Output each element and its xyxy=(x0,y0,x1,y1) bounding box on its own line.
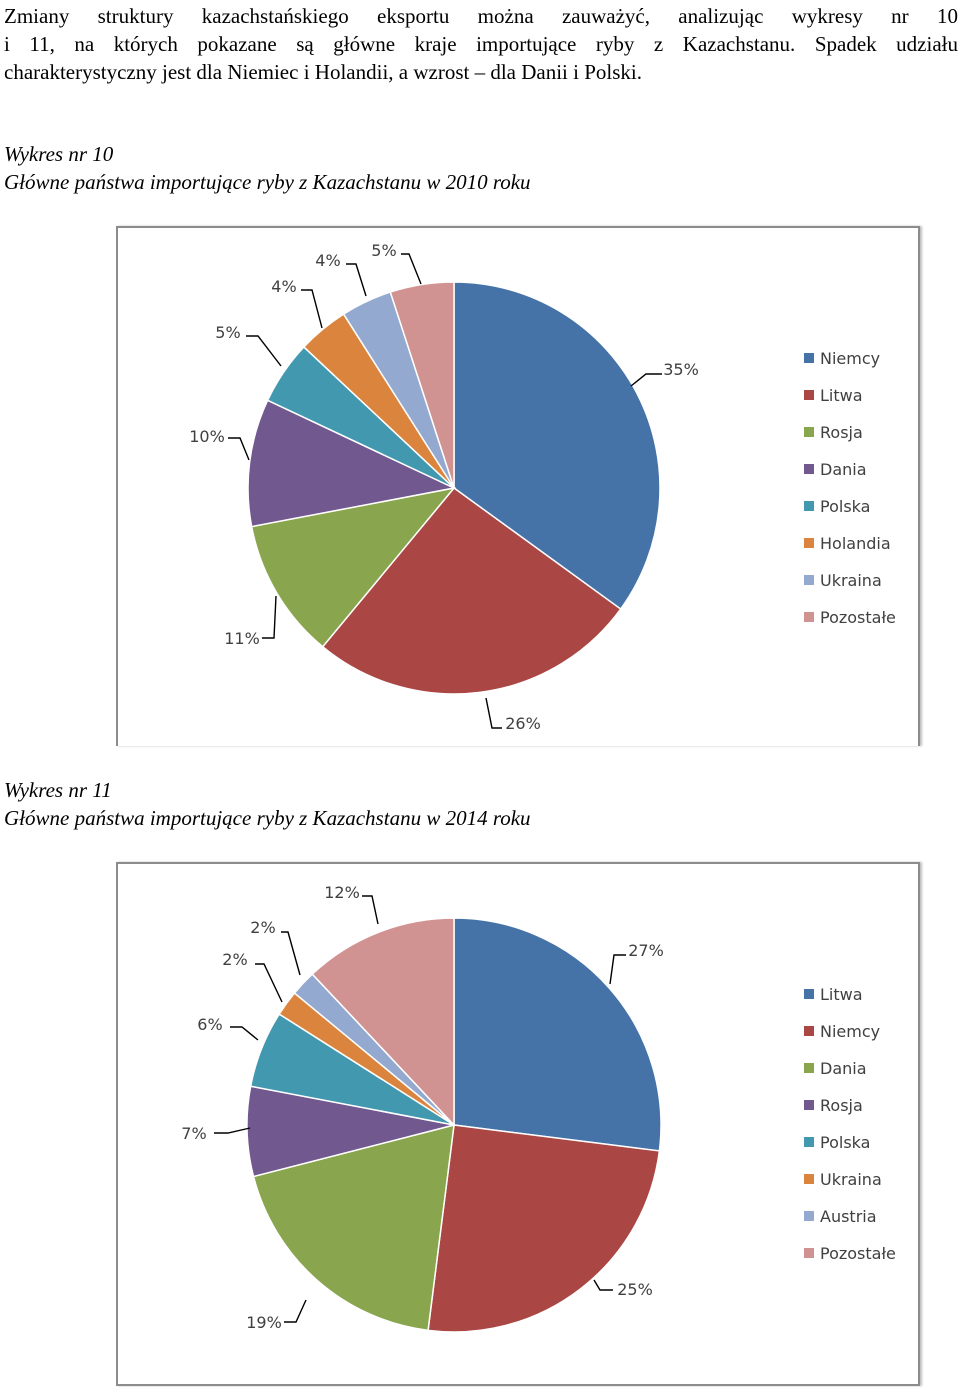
data-label-polska: 6% xyxy=(197,1015,222,1034)
legend-swatch xyxy=(804,427,814,437)
leader-line xyxy=(346,263,367,297)
pie-slice-litwa xyxy=(453,917,662,1152)
legend-item-ukraina: Ukraina xyxy=(820,571,882,590)
legend-swatch xyxy=(804,1248,814,1258)
legend-item-pozostale: Pozostałe xyxy=(820,608,896,627)
pie-slice-dania xyxy=(247,399,457,528)
legend-item-polska: Polska xyxy=(820,497,870,516)
legend-swatch xyxy=(804,1137,814,1147)
legend-swatch xyxy=(804,538,814,548)
legend-swatch xyxy=(804,1063,814,1073)
legend-item-polska: Polska xyxy=(820,1133,870,1152)
data-label-rosja: 7% xyxy=(181,1124,206,1143)
pie-slice-pozostale xyxy=(389,281,455,489)
data-label-dania: 10% xyxy=(189,427,225,446)
pie-slice-dania xyxy=(252,1123,455,1332)
legend: Niemcy Litwa Rosja Dania Polska Holandia Ukrai… xyxy=(804,349,896,627)
chart-caption-2010: Wykres nr 10 Główne państwa importujące … xyxy=(4,140,531,196)
legend-swatch xyxy=(804,464,814,474)
legend-item-austria: Austria xyxy=(820,1207,877,1226)
leader-line xyxy=(485,697,502,729)
data-label-niemcy: 25% xyxy=(617,1280,653,1299)
chart-frame xyxy=(116,226,920,746)
chart-title: Główne państwa importujące ryby z Kazach… xyxy=(4,806,531,830)
pie-slice-niemcy xyxy=(453,281,661,611)
data-label-dania: 19% xyxy=(246,1313,282,1332)
legend-swatch xyxy=(804,390,814,400)
legend-item-litwa: Litwa xyxy=(820,386,863,405)
data-label-ukraina: 2% xyxy=(222,950,247,969)
data-label-austria: 2% xyxy=(250,918,275,937)
leader-line xyxy=(228,437,250,461)
legend: Litwa Niemcy Dania Rosja Polska Ukraina Austri… xyxy=(804,985,896,1263)
data-labels: 27% 25% 19% 7% 6% 2%2% 12% xyxy=(181,883,663,1332)
pie-chart-2014: 27% 25% 19% 7% 6% 2% 2% 12% Litwa Niemcy Dania Rosj… xyxy=(116,862,920,1386)
legend-swatch xyxy=(804,501,814,511)
legend-swatch xyxy=(804,989,814,999)
legend-item-holandia: Holandia xyxy=(820,534,891,553)
data-label-holandia: 4% xyxy=(271,277,296,296)
data-label-polska: 5% xyxy=(215,323,240,342)
pie-slice-litwa xyxy=(321,486,622,695)
pie-chart-svg: 27% 25% 19% 7% 6% 2%2% 12% Litwa Niemcy Dania Rosj… xyxy=(181,883,896,1333)
legend-item-rosja: Rosja xyxy=(820,423,863,442)
data-label-litwa: 26% xyxy=(505,714,541,733)
legend-item-pozostale: Pozostałe xyxy=(820,1244,896,1263)
intro-line: Zmiany struktury kazachstańskiego ekspor… xyxy=(4,4,958,28)
leader-line xyxy=(593,1279,613,1291)
pie-slices xyxy=(247,281,661,695)
intro-line: i 11, na których pokazane są główne kraj… xyxy=(4,32,958,56)
legend-item-rosja: Rosja xyxy=(820,1096,863,1115)
leader-line xyxy=(401,253,422,285)
data-label-pozostale: 5% xyxy=(371,241,396,260)
leader-line xyxy=(230,1026,259,1041)
legend-swatch xyxy=(804,1174,814,1184)
intro-line: charakterystyczny jest dla Niemiec i Hol… xyxy=(4,60,642,84)
legend-item-niemcy: Niemcy xyxy=(820,349,880,368)
leader-line xyxy=(284,1299,307,1323)
legend-item-niemcy: Niemcy xyxy=(820,1022,880,1041)
leader-line xyxy=(362,895,379,925)
pie-slice-rosja xyxy=(250,486,456,648)
chart-caption-2014: Wykres nr 11 Główne państwa importujące … xyxy=(4,776,531,832)
pie-chart-svg: 35% 26% 11% 10% 5% 4% 4% 5% Niemcy Litwa Rosja Dani… xyxy=(189,241,896,733)
leader-line xyxy=(246,335,282,367)
data-label-pozostale: 12% xyxy=(324,883,360,902)
leader-line xyxy=(262,595,277,639)
legend-item-dania: Dania xyxy=(820,460,867,479)
data-label-niemcy: 35% xyxy=(663,360,699,379)
leader-line xyxy=(609,954,626,985)
legend-item-ukraina: Ukraina xyxy=(820,1170,882,1189)
chart-title: Główne państwa importujące ryby z Kazach… xyxy=(4,170,531,194)
leader-line xyxy=(630,373,662,387)
data-labels: 35% 26% 11% 10% 5% 4% 4% 5% xyxy=(189,241,699,733)
legend-swatch xyxy=(804,612,814,622)
legend-item-litwa: Litwa xyxy=(820,985,863,1004)
legend-item-dania: Dania xyxy=(820,1059,867,1078)
chart-number: Wykres nr 11 xyxy=(4,778,112,802)
pie-slice-pozostale xyxy=(311,917,455,1127)
data-label-litwa: 27% xyxy=(628,941,664,960)
pie-slices xyxy=(246,917,662,1333)
legend-swatch xyxy=(804,1026,814,1036)
data-label-ukraina: 4% xyxy=(315,251,340,270)
leader-line xyxy=(214,1127,251,1134)
legend-swatch xyxy=(804,1100,814,1110)
legend-swatch xyxy=(804,1211,814,1221)
leader-line xyxy=(255,963,283,1003)
intro-paragraph: Zmiany struktury kazachstańskiego ekspor… xyxy=(4,2,958,86)
chart-frame xyxy=(116,862,920,1386)
pie-slice-niemcy xyxy=(427,1124,661,1333)
legend-swatch xyxy=(804,353,814,363)
data-label-rosja: 11% xyxy=(224,629,260,648)
legend-swatch xyxy=(804,575,814,585)
pie-chart-2010: 35% 26% 11% 10% 5% 4% 4% 5% Niemcy Litwa Rosja Dani… xyxy=(116,226,920,746)
chart-number: Wykres nr 10 xyxy=(4,142,114,166)
leader-line xyxy=(301,289,323,329)
leader-line xyxy=(281,931,301,976)
